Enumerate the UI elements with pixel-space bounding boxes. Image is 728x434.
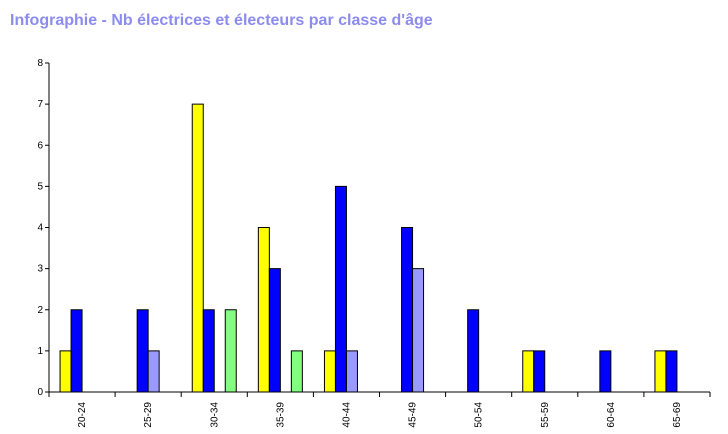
bar — [290, 350, 303, 393]
y-tick-label: 3 — [37, 264, 43, 275]
y-tick-label: 5 — [37, 181, 43, 192]
y-tick-label: 7 — [37, 99, 43, 110]
bars — [59, 103, 678, 393]
bar — [412, 268, 425, 393]
bar — [599, 350, 612, 393]
x-tick-label: 45-49 — [408, 402, 419, 428]
bar — [522, 350, 535, 393]
bar — [257, 227, 270, 393]
bar — [268, 268, 281, 393]
x-tick-label: 50-54 — [474, 402, 485, 428]
chart-title: Infographie - Nb électrices et électeurs… — [10, 12, 433, 29]
x-tick-label: 35-39 — [275, 402, 286, 428]
x-tick-label: 25-29 — [143, 402, 154, 428]
y-tick-label: 6 — [37, 140, 43, 151]
bar — [401, 227, 414, 393]
bar — [467, 309, 480, 393]
x-tick-label: 40-44 — [341, 402, 352, 428]
bar — [654, 350, 667, 393]
bar — [224, 309, 237, 393]
x-tick-label: 30-34 — [209, 402, 220, 428]
tick-labels: 0 1 2 3 4 5 6 7 8 20-24 25-29 30-34 35-39 40-44 45-49 5… — [37, 58, 683, 428]
x-tick-label: 20-24 — [77, 402, 88, 428]
x-tick-label: 65-69 — [672, 402, 683, 428]
bar — [345, 350, 358, 393]
y-tick-label: 0 — [37, 387, 43, 398]
bar — [147, 350, 160, 393]
y-tick-label: 4 — [37, 223, 43, 234]
bar — [533, 350, 546, 393]
y-tick-label: 2 — [37, 305, 43, 316]
bar — [334, 185, 347, 393]
bar — [70, 309, 83, 393]
y-tick-label: 1 — [37, 346, 43, 357]
y-tick-label: 8 — [37, 58, 43, 69]
bar — [202, 309, 215, 393]
bar — [323, 350, 336, 393]
bar — [136, 309, 149, 393]
x-tick-label: 60-64 — [606, 402, 617, 428]
bar — [191, 103, 204, 393]
bar — [665, 350, 678, 393]
x-tick-label: 55-59 — [540, 402, 551, 428]
bar — [59, 350, 72, 393]
